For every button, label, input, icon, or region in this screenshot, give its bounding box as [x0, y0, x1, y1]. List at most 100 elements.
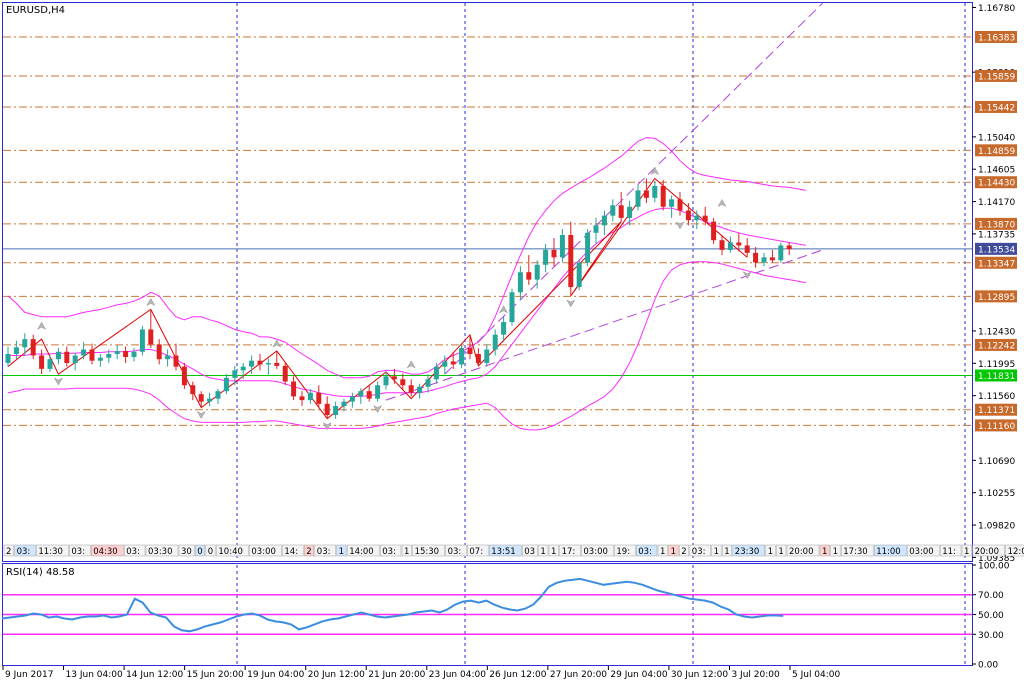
- session-cell: [69, 544, 91, 557]
- session-cell: [548, 544, 559, 557]
- session-cell: [488, 544, 522, 557]
- session-cell: [635, 544, 658, 557]
- candle: [408, 379, 414, 397]
- candle: [526, 255, 532, 285]
- candle: [5, 346, 11, 367]
- candle: [509, 288, 515, 326]
- candle: [383, 371, 389, 390]
- candle: [181, 362, 187, 389]
- candle: [601, 210, 607, 236]
- price-tick-label: 1.11560: [978, 392, 1015, 402]
- session-label: 0: [197, 547, 202, 557]
- candle: [744, 237, 750, 258]
- level-tag-bg: [975, 369, 1017, 382]
- session-label: 20:00: [789, 547, 814, 557]
- candle-body: [64, 351, 70, 363]
- candle-body: [81, 349, 87, 356]
- candle-body: [568, 235, 574, 288]
- time-tick-label: 30 Jun 12:00: [671, 670, 728, 680]
- candle: [484, 344, 490, 367]
- candle-body: [744, 245, 750, 253]
- candle-body: [694, 215, 700, 221]
- level-tag-label: 1.12895: [978, 293, 1015, 303]
- candle-body: [114, 351, 120, 355]
- bollinger-upper: [7, 137, 807, 379]
- candle-body: [534, 264, 540, 280]
- candle: [769, 249, 775, 263]
- candle-body: [459, 348, 465, 365]
- candle: [534, 260, 540, 289]
- session-cell: [678, 544, 690, 557]
- candle-body: [240, 366, 246, 371]
- time-tick-label: 15 Jun 20:00: [187, 670, 244, 680]
- session-label: 1: [724, 547, 729, 557]
- price-tick-label: 1.14605: [978, 166, 1015, 176]
- candle: [341, 398, 347, 412]
- price-tick-label: 1.09820: [978, 522, 1015, 532]
- rsi-tick-label: 0.00: [978, 661, 998, 671]
- level-tag-bg: [975, 290, 1017, 303]
- candle: [635, 184, 641, 211]
- session-cell: [721, 544, 733, 557]
- fractal-down-marker: [53, 377, 64, 386]
- trend-line: [444, 2, 824, 375]
- session-label: 03:30: [148, 547, 173, 557]
- candle-body: [736, 242, 742, 246]
- candle-body: [778, 245, 784, 261]
- candle-body: [753, 252, 759, 263]
- candle: [425, 374, 431, 393]
- candle-body: [677, 199, 683, 211]
- time-tick-label: 29 Jun 04:00: [610, 670, 667, 680]
- candle-body: [475, 354, 481, 363]
- candle: [97, 354, 103, 367]
- candle-body: [669, 199, 675, 207]
- candle: [148, 309, 154, 349]
- session-label: 11:30: [38, 547, 63, 557]
- candle: [123, 346, 129, 363]
- candle: [551, 237, 557, 267]
- trend-line: [385, 249, 823, 401]
- candle-body: [232, 370, 238, 378]
- candle: [316, 385, 322, 408]
- candle-body: [72, 355, 78, 363]
- session-time-strip: 2 03: 11:30 03: 04:30 03: 03:30 30 0 0 10:40 03:00 1…: [3, 544, 1024, 557]
- candle-body: [274, 362, 280, 366]
- candle-body: [618, 205, 624, 218]
- session-label: 13:51: [491, 547, 516, 557]
- session-cell: [972, 544, 1005, 557]
- session-label: 1: [660, 547, 665, 557]
- session-label: 1: [540, 547, 545, 557]
- candle: [114, 345, 120, 360]
- candle: [215, 388, 221, 404]
- candle-body: [249, 360, 255, 367]
- candle-body: [139, 329, 145, 352]
- session-cell: [776, 544, 787, 557]
- candle-body: [366, 391, 372, 399]
- candle: [467, 334, 473, 360]
- fractal-down-marker: [566, 299, 576, 308]
- candle-body: [593, 225, 599, 233]
- candle: [576, 258, 582, 291]
- candle: [64, 346, 70, 367]
- level-tag-label: 1.15859: [978, 72, 1015, 82]
- candle: [366, 385, 372, 402]
- session-cell: [314, 544, 336, 557]
- session-label: 0: [208, 547, 213, 557]
- candle-body: [22, 339, 28, 348]
- candle-body: [123, 351, 129, 357]
- candle-body: [333, 406, 339, 415]
- candle-body: [30, 339, 36, 356]
- session-cell: [765, 544, 776, 557]
- candle-body: [526, 272, 532, 280]
- candle: [81, 342, 87, 360]
- candle: [173, 343, 179, 371]
- session-cell: [711, 544, 722, 557]
- candle-body: [769, 257, 775, 261]
- candle: [778, 242, 784, 263]
- candle-body: [467, 348, 473, 355]
- session-cell: [412, 544, 445, 557]
- fractal-down-marker: [675, 221, 685, 230]
- session-label: 17:30: [843, 547, 868, 557]
- candle-body: [685, 210, 691, 221]
